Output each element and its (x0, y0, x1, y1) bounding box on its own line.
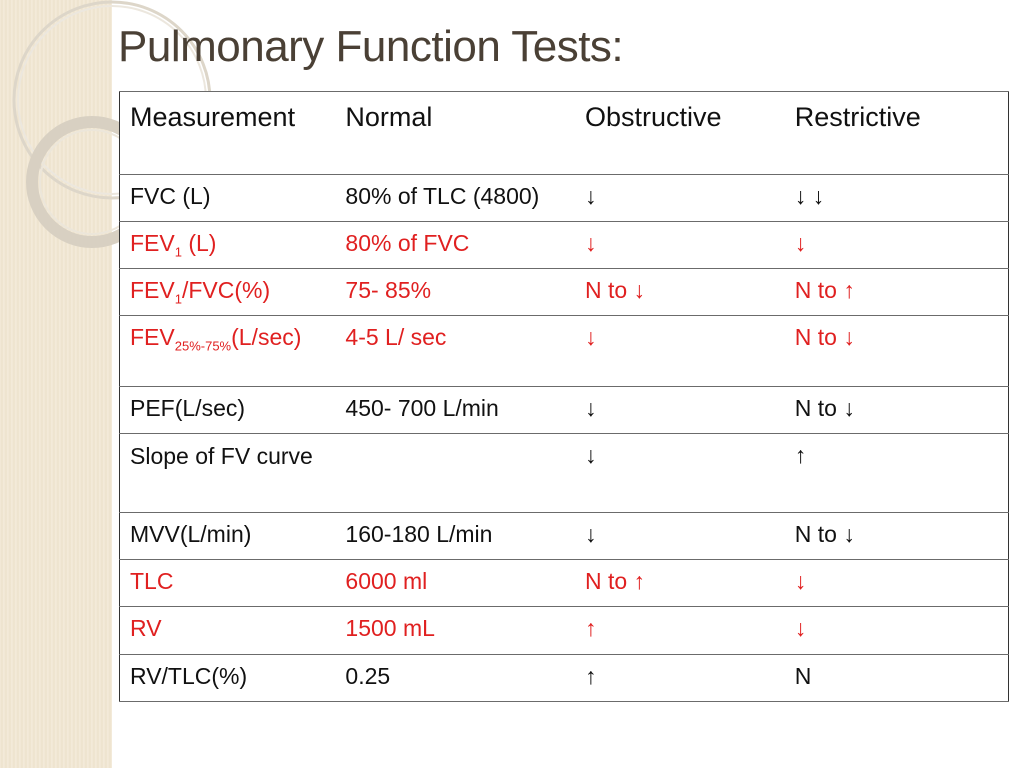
cell-measurement: FEV1 (L) (119, 221, 336, 269)
cell-restrictive: N to ↓ (784, 512, 1009, 560)
cell-restrictive: ↓ (784, 559, 1009, 607)
cell-normal: 6000 ml (335, 559, 575, 607)
cell-measurement: TLC (119, 559, 336, 607)
cell-measurement: MVV(L/min) (119, 512, 336, 560)
cell-obstructive: ↑ (574, 606, 785, 655)
header-restrictive: Restrictive (784, 91, 1009, 175)
cell-obstructive: ↓ (574, 315, 785, 387)
cell-measurement: Slope of FV curve (119, 433, 336, 513)
cell-measurement: FVC (L) (119, 174, 336, 222)
cell-restrictive: N to ↓ (784, 315, 1009, 387)
cell-obstructive: N to ↓ (574, 268, 785, 316)
cell-obstructive: ↓ (574, 174, 785, 222)
cell-normal: 80% of TLC (4800) (335, 174, 575, 222)
measurement-tail: (L) (181, 230, 217, 256)
table-row: FVC (L) 80% of TLC (4800) ↓ ↓ ↓ (119, 174, 1009, 222)
cell-restrictive: ↓ (784, 606, 1009, 655)
cell-normal: 4-5 L/ sec (335, 315, 575, 387)
page-title: Pulmonary Function Tests: (118, 22, 624, 71)
header-normal: Normal (335, 91, 575, 175)
cell-obstructive: ↑ (574, 654, 785, 702)
pulmonary-function-table: Measurement Normal Obstructive Restricti… (119, 91, 1009, 702)
measurement-tail: (L/sec) (231, 324, 302, 350)
cell-normal: 80% of FVC (335, 221, 575, 269)
table-row: RV/TLC(%) 0.25 ↑ N (119, 654, 1009, 702)
cell-obstructive: ↓ (574, 221, 785, 269)
table-row: FEV1/FVC(%) 75- 85% N to ↓ N to ↑ (119, 268, 1009, 316)
measurement-main: FEV (130, 324, 175, 350)
measurement-main: FEV (130, 277, 175, 303)
measurement-subscript: 1 (174, 244, 182, 260)
measurement-subscript: 25%-75% (174, 338, 232, 354)
cell-normal (335, 433, 575, 513)
measurement-main: FEV (130, 230, 175, 256)
table-row: RV 1500 mL ↑ ↓ (119, 606, 1009, 655)
cell-restrictive: N to ↓ (784, 386, 1009, 434)
cell-normal: 75- 85% (335, 268, 575, 316)
header-obstructive: Obstructive (574, 91, 785, 175)
cell-restrictive: ↑ (784, 433, 1009, 513)
cell-obstructive: ↓ (574, 433, 785, 513)
table-row: FEV25%-75%(L/sec) 4-5 L/ sec ↓ N to ↓ (119, 315, 1009, 387)
table-header-row: Measurement Normal Obstructive Restricti… (119, 91, 1009, 175)
cell-measurement: FEV1/FVC(%) (119, 268, 336, 316)
cell-restrictive: N (784, 654, 1009, 702)
table-row: TLC 6000 ml N to ↑ ↓ (119, 559, 1009, 607)
measurement-subscript: 1 (174, 291, 182, 307)
cell-measurement: PEF(L/sec) (119, 386, 336, 434)
cell-restrictive: ↓ (784, 221, 1009, 269)
cell-normal: 160-180 L/min (335, 512, 575, 560)
cell-obstructive: N to ↑ (574, 559, 785, 607)
table-row: Slope of FV curve ↓ ↑ (119, 433, 1009, 513)
cell-normal: 1500 mL (335, 606, 575, 655)
cell-measurement: RV (119, 606, 336, 655)
table-row: FEV1 (L) 80% of FVC ↓ ↓ (119, 221, 1009, 269)
cell-normal: 450- 700 L/min (335, 386, 575, 434)
cell-measurement: RV/TLC(%) (119, 654, 336, 702)
cell-restrictive: N to ↑ (784, 268, 1009, 316)
measurement-tail: /FVC(%) (181, 277, 271, 303)
cell-obstructive: ↓ (574, 386, 785, 434)
header-measurement: Measurement (119, 91, 336, 175)
cell-measurement: FEV25%-75%(L/sec) (119, 315, 336, 387)
cell-obstructive: ↓ (574, 512, 785, 560)
cell-normal: 0.25 (335, 654, 575, 702)
cell-restrictive: ↓ ↓ (784, 174, 1009, 222)
table-row: PEF(L/sec) 450- 700 L/min ↓ N to ↓ (119, 386, 1009, 434)
table-row: MVV(L/min) 160-180 L/min ↓ N to ↓ (119, 512, 1009, 560)
